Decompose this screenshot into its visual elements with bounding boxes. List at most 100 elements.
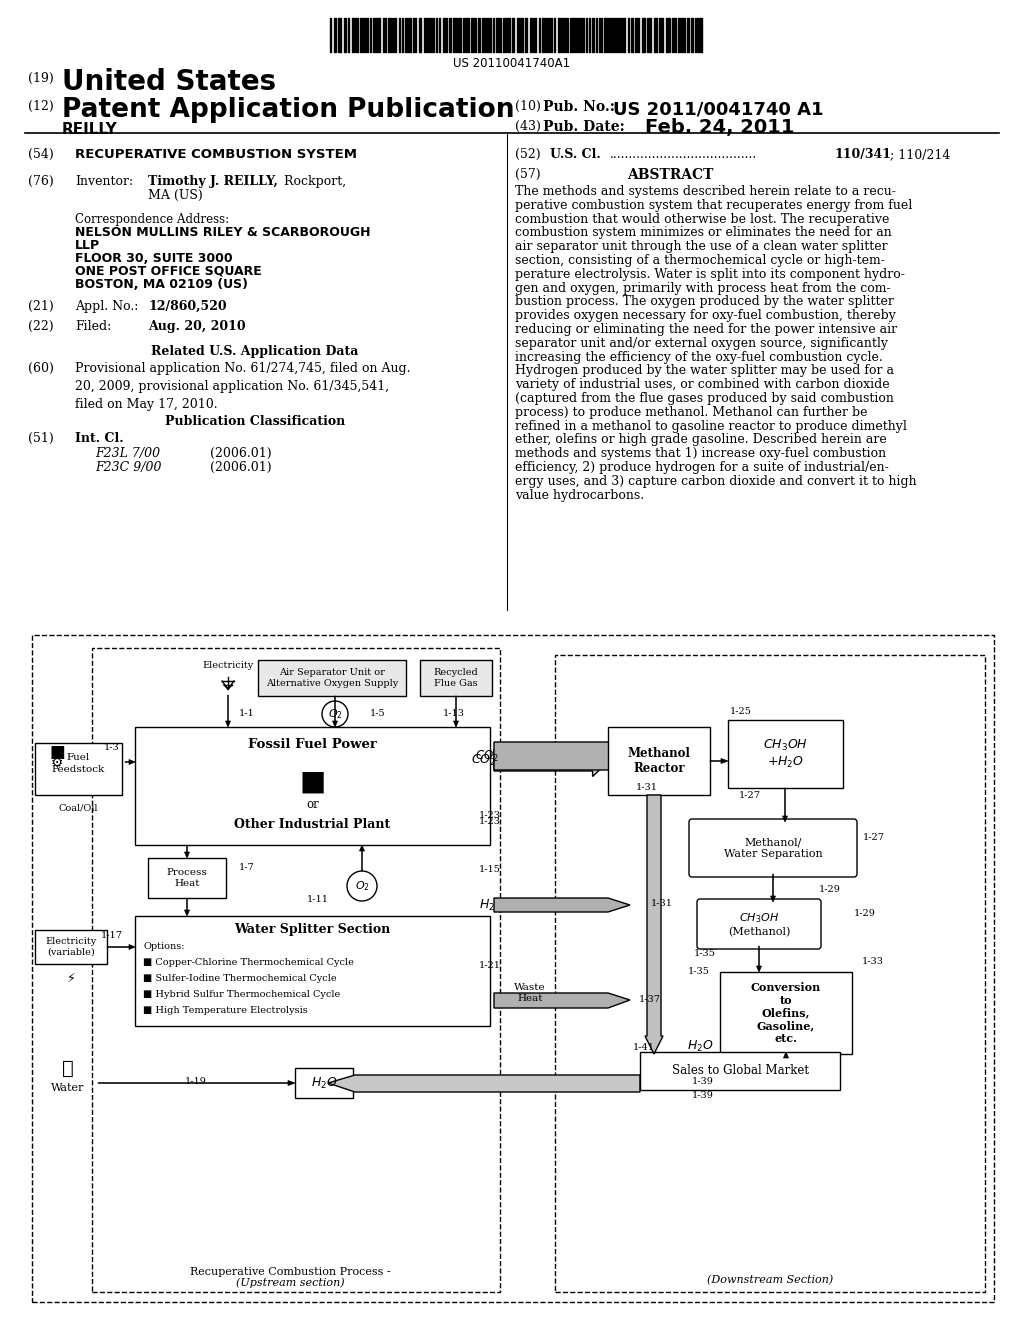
Text: 1-1: 1-1	[240, 710, 255, 718]
Text: BOSTON, MA 02109 (US): BOSTON, MA 02109 (US)	[75, 279, 248, 290]
Text: F23L 7/00: F23L 7/00	[95, 447, 160, 459]
Text: Methanol
Reactor: Methanol Reactor	[628, 747, 690, 775]
Text: (Upstream section): (Upstream section)	[236, 1278, 344, 1288]
Text: Aug. 20, 2010: Aug. 20, 2010	[148, 319, 246, 333]
Text: Water Splitter Section: Water Splitter Section	[234, 924, 390, 936]
FancyArrow shape	[106, 945, 135, 949]
Text: 12/860,520: 12/860,520	[148, 300, 226, 313]
Text: Int. Cl.: Int. Cl.	[75, 432, 124, 445]
Text: United States: United States	[62, 69, 276, 96]
Text: Sales to Global Market: Sales to Global Market	[672, 1064, 809, 1077]
Text: Rockport,: Rockport,	[280, 176, 346, 187]
Text: (54): (54)	[28, 148, 53, 161]
Text: Recuperative Combustion Process -: Recuperative Combustion Process -	[189, 1267, 390, 1276]
Text: 1-19: 1-19	[185, 1077, 207, 1086]
FancyArrow shape	[757, 946, 762, 972]
Text: MA (US): MA (US)	[148, 189, 203, 202]
Text: ; 110/214: ; 110/214	[890, 148, 950, 161]
Text: (captured from the flue gases produced by said combustion: (captured from the flue gases produced b…	[515, 392, 894, 405]
Bar	[35, 743, 122, 795]
Text: variety of industrial uses, or combined with carbon dioxide: variety of industrial uses, or combined …	[515, 379, 890, 391]
Text: 1-39: 1-39	[692, 1090, 714, 1100]
Text: F23C 9/00: F23C 9/00	[95, 461, 162, 474]
Text: Air Separator Unit or
Alternative Oxygen Supply: Air Separator Unit or Alternative Oxygen…	[266, 668, 398, 688]
FancyBboxPatch shape	[689, 818, 857, 876]
Text: methods and systems that 1) increase oxy-fuel combustion: methods and systems that 1) increase oxy…	[515, 447, 886, 461]
FancyArrow shape	[225, 696, 230, 727]
Bar	[640, 1052, 840, 1090]
Text: $CO_2$: $CO_2$	[471, 752, 497, 767]
Text: perative combustion system that recuperates energy from fuel: perative combustion system that recupera…	[515, 199, 912, 211]
FancyArrow shape	[710, 759, 728, 763]
Text: Provisional application No. 61/274,745, filed on Aug.
20, 2009, provisional appl: Provisional application No. 61/274,745, …	[75, 362, 411, 411]
Text: 110/341: 110/341	[835, 148, 892, 161]
Text: Timothy J. REILLY,: Timothy J. REILLY,	[148, 176, 278, 187]
Text: (12): (12)	[28, 100, 53, 114]
Text: (60): (60)	[28, 362, 54, 375]
FancyArrow shape	[454, 696, 459, 727]
Text: $CH_3OH$
$+ H_2O$: $CH_3OH$ $+ H_2O$	[763, 738, 808, 770]
Circle shape	[322, 701, 348, 727]
Text: (Downstream Section): (Downstream Section)	[707, 1275, 834, 1286]
Text: Hydrogen produced by the water splitter may be used for a: Hydrogen produced by the water splitter …	[515, 364, 894, 378]
Text: Related U.S. Application Data: Related U.S. Application Data	[152, 345, 358, 358]
Text: (51): (51)	[28, 432, 53, 445]
Text: $H_2$: $H_2$	[479, 898, 495, 912]
Text: Correspondence Address:: Correspondence Address:	[75, 213, 229, 226]
Bar	[135, 916, 490, 1026]
Text: ......................................: ......................................	[610, 148, 758, 161]
Bar	[35, 931, 106, 964]
Text: Process
Heat: Process Heat	[167, 869, 208, 887]
Text: Filed:: Filed:	[75, 319, 112, 333]
Bar	[608, 727, 710, 795]
Text: or: or	[306, 799, 318, 812]
FancyArrow shape	[184, 898, 189, 916]
Circle shape	[347, 871, 377, 902]
Text: Feb. 24, 2011: Feb. 24, 2011	[645, 117, 795, 137]
Polygon shape	[494, 742, 630, 770]
Text: Publication Classification: Publication Classification	[165, 414, 345, 428]
Text: Methanol/
Water Separation: Methanol/ Water Separation	[724, 837, 822, 859]
Polygon shape	[494, 993, 630, 1008]
Text: Fossil Fuel Power: Fossil Fuel Power	[248, 738, 377, 751]
Text: efficiency, 2) produce hydrogen for a suite of industrial/en-: efficiency, 2) produce hydrogen for a su…	[515, 461, 889, 474]
FancyArrow shape	[359, 845, 365, 871]
Text: 1-31: 1-31	[636, 784, 658, 792]
Text: 1-29: 1-29	[819, 886, 841, 895]
FancyArrow shape	[770, 874, 775, 902]
Text: 1-7: 1-7	[240, 863, 255, 873]
Text: (19): (19)	[28, 73, 53, 84]
FancyBboxPatch shape	[697, 899, 821, 949]
Text: The methods and systems described herein relate to a recu-: The methods and systems described herein…	[515, 185, 896, 198]
Text: ether, olefins or high grade gasoline. Described herein are: ether, olefins or high grade gasoline. D…	[515, 433, 887, 446]
Text: ■: ■	[299, 768, 326, 796]
FancyArrow shape	[645, 795, 663, 1053]
Text: Electricity: Electricity	[203, 661, 254, 671]
Text: (43): (43)	[515, 120, 541, 133]
Bar	[420, 660, 492, 696]
Text: ABSTRACT: ABSTRACT	[627, 168, 713, 182]
Text: Patent Application Publication: Patent Application Publication	[62, 96, 514, 123]
Bar	[32, 635, 994, 1302]
Text: (22): (22)	[28, 319, 53, 333]
Text: ■ Sulfer-Iodine Thermochemical Cycle: ■ Sulfer-Iodine Thermochemical Cycle	[143, 974, 337, 983]
Text: Waste
Heat: Waste Heat	[514, 983, 546, 1003]
Text: 1-23: 1-23	[479, 817, 501, 826]
Bar	[555, 655, 985, 1292]
Bar	[720, 972, 852, 1053]
FancyArrow shape	[697, 1053, 702, 1074]
Text: 1-23: 1-23	[479, 810, 501, 820]
Text: ■ High Temperature Electrolysis: ■ High Temperature Electrolysis	[143, 1006, 308, 1015]
Text: (10): (10)	[515, 100, 541, 114]
Text: reducing or eliminating the need for the power intensive air: reducing or eliminating the need for the…	[515, 323, 897, 337]
Text: Coal/Oil: Coal/Oil	[58, 804, 97, 813]
Text: 1-37: 1-37	[639, 995, 662, 1005]
Text: NELSON MULLINS RILEY & SCARBOROUGH: NELSON MULLINS RILEY & SCARBOROUGH	[75, 226, 371, 239]
Text: increasing the efficiency of the oxy-fuel combustion cycle.: increasing the efficiency of the oxy-fue…	[515, 351, 883, 363]
Text: value hydrocarbons.: value hydrocarbons.	[515, 488, 644, 502]
Text: REILLY: REILLY	[62, 121, 118, 137]
FancyArrow shape	[783, 1052, 788, 1059]
Text: Appl. No.:: Appl. No.:	[75, 300, 138, 313]
Text: ■ Hybrid Sulfur Thermochemical Cycle: ■ Hybrid Sulfur Thermochemical Cycle	[143, 990, 340, 999]
Text: 1-17: 1-17	[101, 932, 123, 940]
